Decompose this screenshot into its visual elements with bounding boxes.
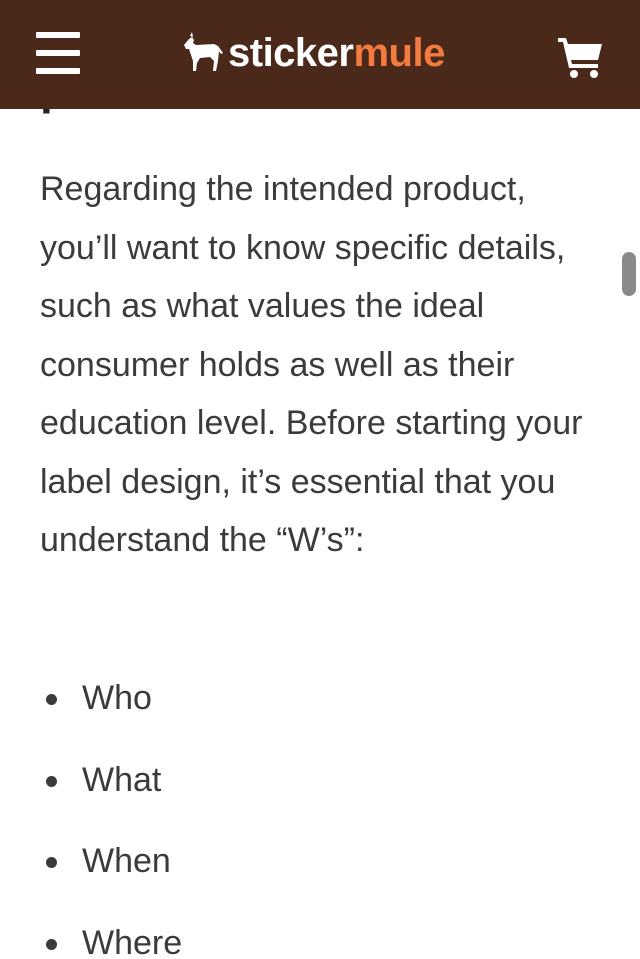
- list-item-label: What: [82, 760, 162, 799]
- list-item-label: When: [82, 842, 171, 880]
- article-paragraph: Regarding the intended product, you’ll w…: [40, 170, 583, 559]
- w-list: Who What When Where: [0, 668, 640, 959]
- list-item: What: [0, 750, 640, 832]
- stickermule-logo[interactable]: sticker mule: [180, 28, 445, 78]
- bullet-icon: [46, 857, 57, 868]
- mule-icon: [184, 32, 223, 71]
- scrollbar-thumb[interactable]: [622, 252, 636, 296]
- list-item-label: Who: [82, 679, 152, 717]
- bullet-icon: [46, 694, 57, 705]
- logo-text-mule: mule: [353, 31, 445, 75]
- shopping-cart-icon[interactable]: [556, 36, 604, 78]
- site-header: sticker mule: [0, 0, 640, 109]
- list-item-label: Where: [82, 923, 183, 959]
- list-item: Where: [0, 913, 640, 959]
- hamburger-menu-icon[interactable]: [36, 32, 80, 74]
- list-item: When: [0, 831, 640, 913]
- list-item: Who: [0, 668, 640, 750]
- bullet-icon: [46, 938, 57, 950]
- logo-text-sticker: sticker: [228, 31, 354, 75]
- bullet-icon: [46, 775, 57, 787]
